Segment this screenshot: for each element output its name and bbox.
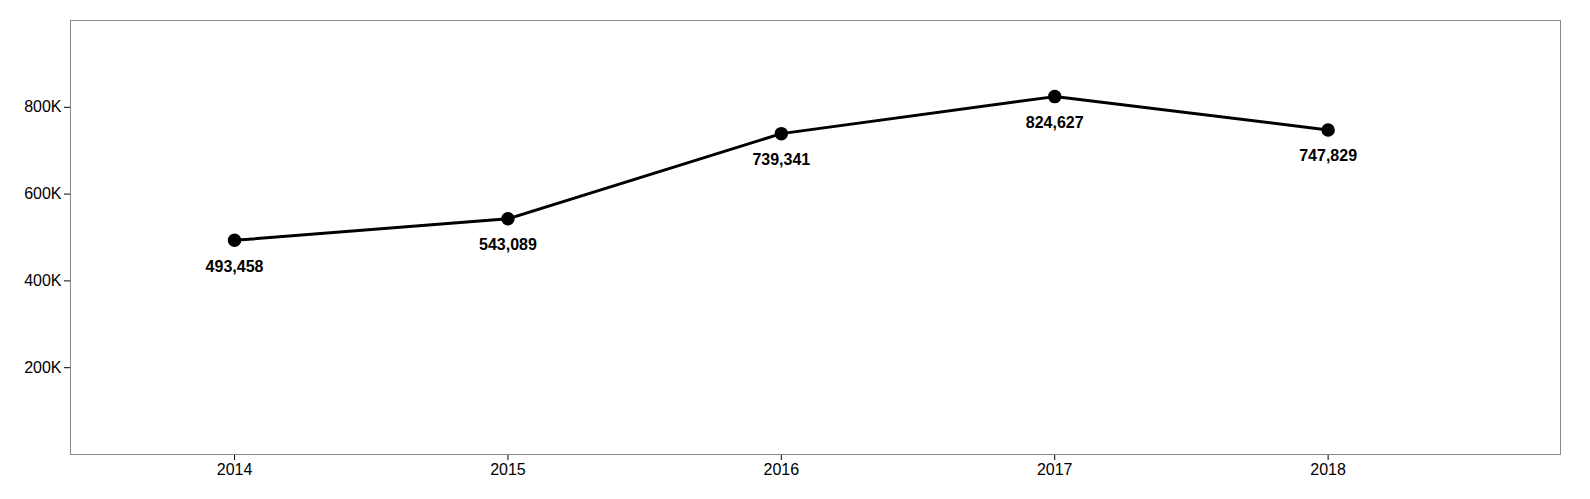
svg-text:2015: 2015 <box>490 461 526 478</box>
svg-text:2018: 2018 <box>1310 461 1346 478</box>
svg-text:824,627: 824,627 <box>1026 114 1084 131</box>
svg-text:747,829: 747,829 <box>1299 147 1357 164</box>
svg-text:2014: 2014 <box>217 461 253 478</box>
svg-text:800K: 800K <box>24 98 62 115</box>
svg-text:493,458: 493,458 <box>206 258 264 275</box>
svg-text:739,341: 739,341 <box>752 151 810 168</box>
svg-text:600K: 600K <box>24 185 62 202</box>
svg-text:200K: 200K <box>24 359 62 376</box>
svg-text:2017: 2017 <box>1037 461 1073 478</box>
svg-text:2016: 2016 <box>764 461 800 478</box>
svg-text:543,089: 543,089 <box>479 236 537 253</box>
svg-text:400K: 400K <box>24 272 62 289</box>
